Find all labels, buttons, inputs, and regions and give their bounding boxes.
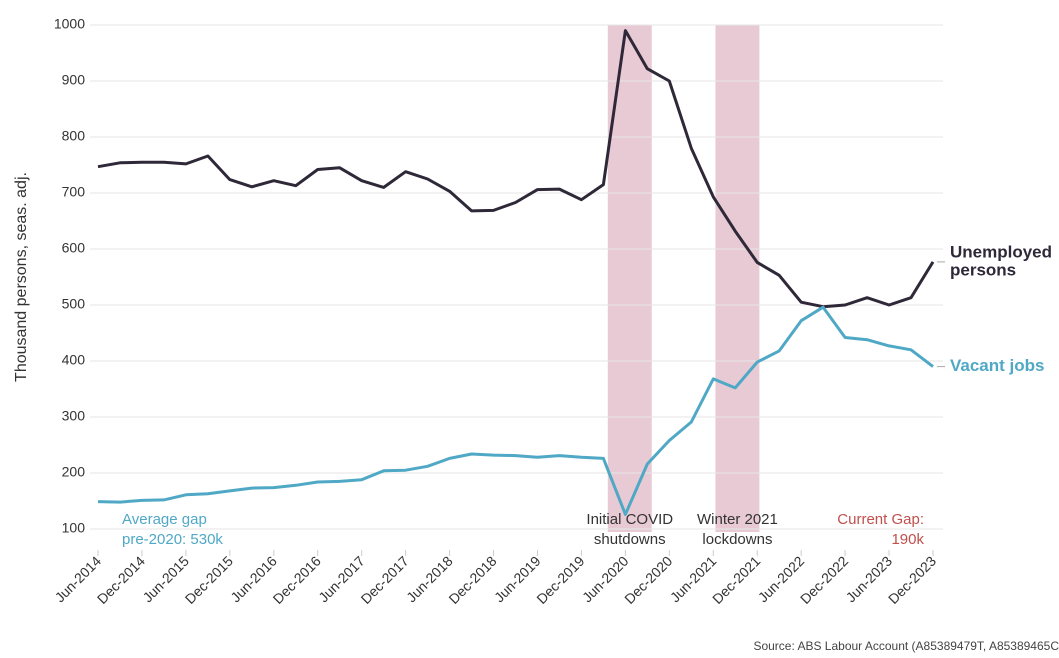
y-tick-label: 300 [62, 408, 86, 424]
shaded-periods [607, 25, 760, 532]
x-tick-label: Dec-2014 [94, 553, 148, 607]
x-tick-label: Dec-2017 [358, 553, 412, 607]
x-tick-label: Dec-2015 [182, 553, 236, 607]
y-tick-label: 800 [62, 128, 86, 144]
x-tick-label: Dec-2018 [445, 553, 499, 607]
annotation: 190k [891, 531, 924, 548]
x-tick-label: Dec-2019 [533, 553, 587, 607]
x-tick-label: Dec-2022 [797, 553, 851, 607]
annotation: Current Gap: [837, 511, 924, 528]
series-label: Vacant jobs [950, 356, 1044, 375]
period-label: Initial COVID [586, 511, 673, 528]
y-tick-label: 600 [62, 240, 86, 256]
annotation: Average gap [122, 511, 207, 528]
period-label: Winter 2021 [697, 511, 778, 528]
y-tick-label: 1000 [54, 16, 85, 32]
series-label: Unemployed [950, 242, 1052, 261]
y-tick-label: 200 [62, 464, 86, 480]
shaded-period [715, 25, 760, 532]
y-tick-label: 500 [62, 296, 86, 312]
annotation: pre-2020: 530k [122, 531, 223, 548]
x-tick-label: Dec-2016 [270, 553, 324, 607]
period-label: lockdowns [702, 531, 772, 548]
y-axis-label: Thousand persons, seas. adj. [13, 172, 30, 382]
series-line [97, 305, 934, 516]
series-line [97, 29, 935, 309]
y-tick-label: 100 [62, 520, 86, 536]
period-label: shutdowns [594, 531, 666, 548]
y-tick-label: 700 [62, 184, 86, 200]
x-tick-label: Dec-2023 [885, 553, 939, 607]
x-tick-label: Dec-2020 [621, 553, 675, 607]
source-note: Source: ABS Labour Account (A85389479T, … [753, 639, 1059, 653]
x-tick-label: Dec-2021 [709, 553, 763, 607]
y-tick-label: 900 [62, 72, 86, 88]
series-label: persons [950, 260, 1016, 279]
y-tick-label: 400 [62, 352, 86, 368]
